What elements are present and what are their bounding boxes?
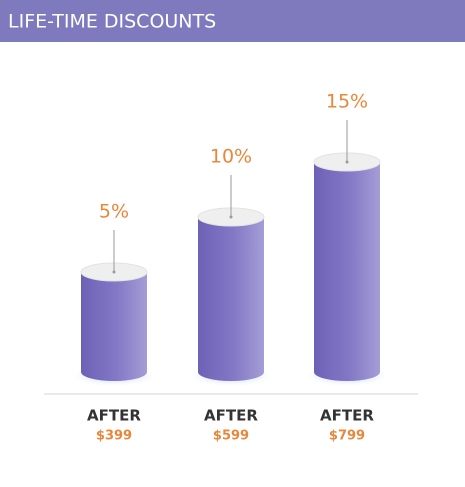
value-label: 10% xyxy=(210,146,252,168)
x-tick-sublabel: $599 xyxy=(213,429,249,444)
bar xyxy=(198,217,264,381)
bar xyxy=(81,272,147,381)
header-bar xyxy=(0,0,465,42)
leader-dot xyxy=(345,160,349,164)
value-label: 15% xyxy=(326,91,368,113)
chart-title: LIFE-TIME DISCOUNTS xyxy=(8,11,216,33)
x-tick-sublabel: $399 xyxy=(96,429,132,444)
x-tick-sublabel: $799 xyxy=(329,429,365,444)
value-label: 5% xyxy=(99,201,129,223)
leader-dot xyxy=(229,215,233,219)
bar xyxy=(314,162,380,381)
x-tick-label: AFTER xyxy=(204,407,258,425)
x-tick-label: AFTER xyxy=(87,407,141,425)
x-tick-label: AFTER xyxy=(320,407,374,425)
leader-dot xyxy=(112,270,116,274)
